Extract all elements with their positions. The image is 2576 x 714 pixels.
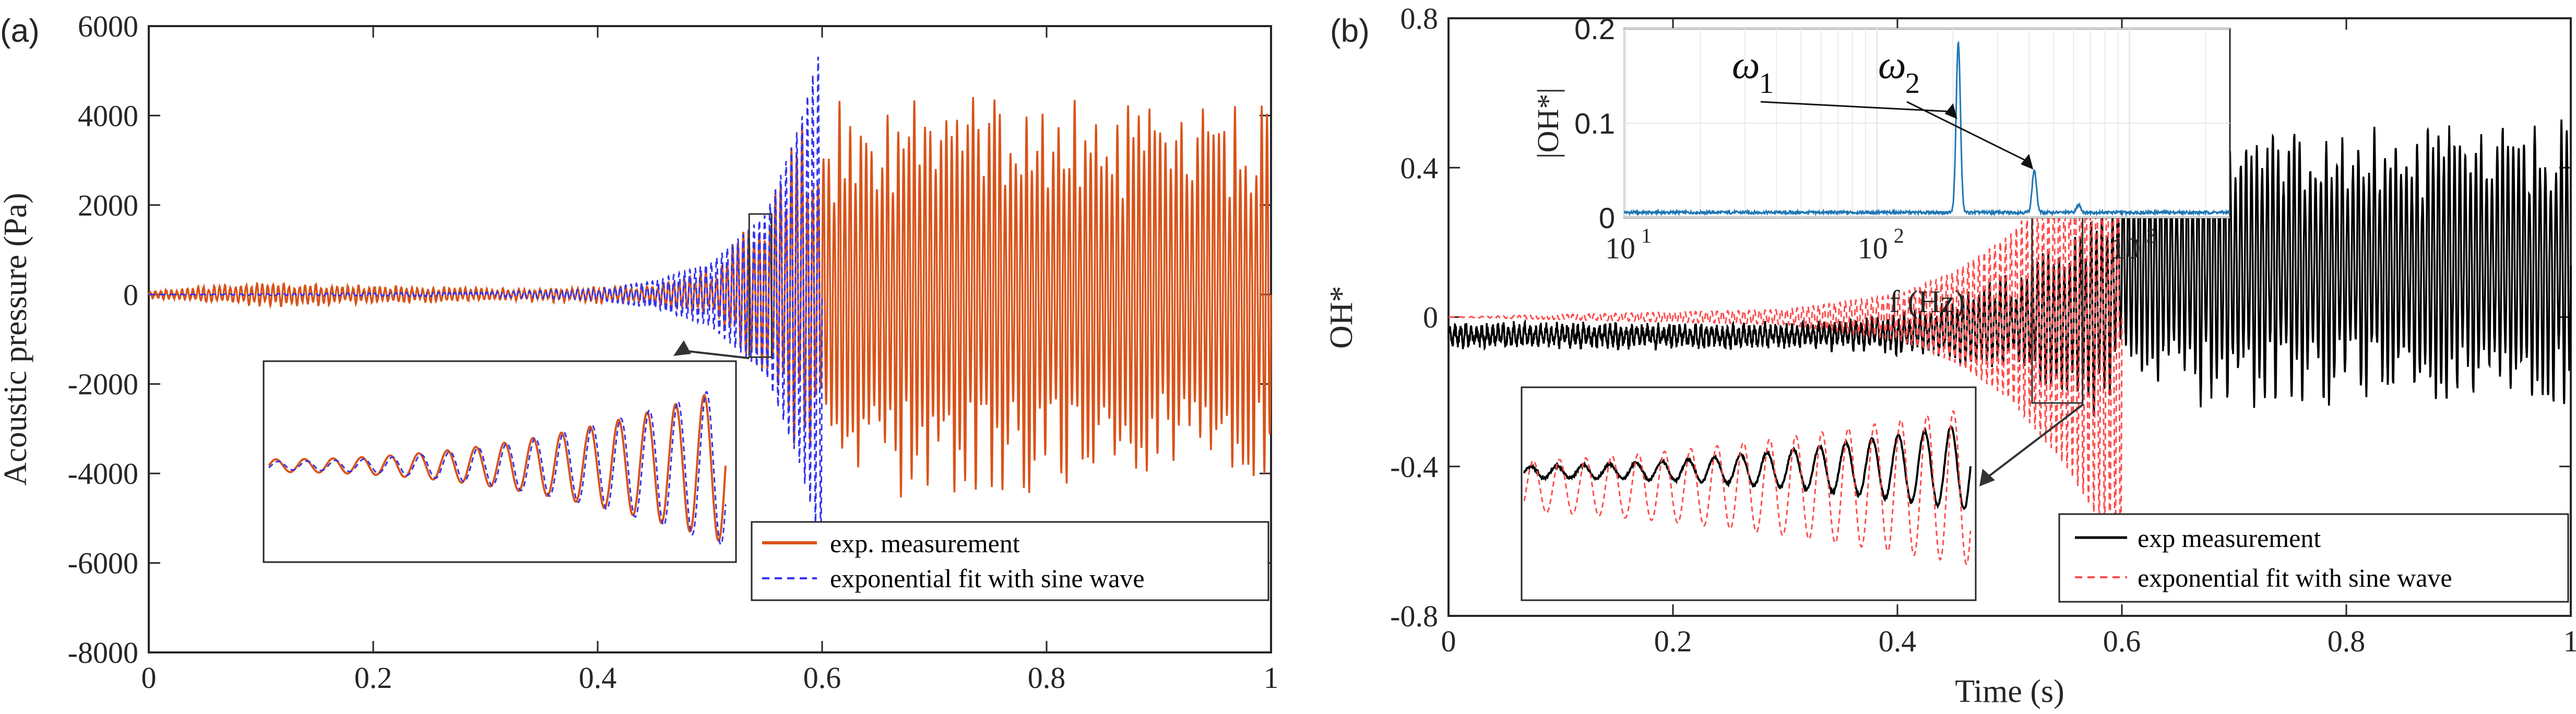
spectrum-x-tick-exponent: 2 xyxy=(1894,224,1904,247)
panel-a-x-tick-label: 0 xyxy=(141,661,157,695)
panel-b-zoom-inset-series xyxy=(1523,410,1972,566)
spectrum-annotation-arrow xyxy=(1760,101,1953,113)
spectrum-y-tick-label: 0.2 xyxy=(1574,13,1615,45)
spectrum-x-tick-label: 10 xyxy=(1858,231,1888,265)
panel-b-x-tick-label: 0.2 xyxy=(1654,624,1692,658)
panel-a-zoom-arrow xyxy=(683,350,750,360)
panel-b-series-measurement xyxy=(1447,120,2572,416)
panel-b-inset-series-fit xyxy=(1523,410,1972,566)
spectrum-annotation-omega: ω xyxy=(1878,43,1906,87)
spectrum-annotation-arrowhead xyxy=(1944,103,1957,120)
panel-b-zoom-arrowhead xyxy=(1979,469,1995,486)
panel-a-zoom-inset xyxy=(263,360,737,563)
panel-b-y-tick-label: 0 xyxy=(1423,301,1438,335)
panel-b-series-fit xyxy=(1449,74,2123,568)
panel-b-legend-box xyxy=(2058,513,2569,603)
spectrum-x-tick-label: 10 xyxy=(2110,231,2140,265)
spectrum-x-tick-exponent: 1 xyxy=(1641,224,1652,247)
panel-a-y-tick-label: -6000 xyxy=(68,546,138,580)
spectrum-inset-grid xyxy=(1623,28,2230,218)
panel-a-y-tick-label: 4000 xyxy=(78,99,138,133)
panel-a-zoom-arrowhead xyxy=(673,340,691,356)
spectrum-inset-annotations: ω1 ω2 xyxy=(1732,43,2034,170)
panel-b-x-tick-label: 0.4 xyxy=(1879,624,1917,658)
panel-b-zoom-arrow xyxy=(1987,403,2084,478)
panel-a: (a) 0 0.2 0.4 0.6 0.8 1 -8000 -6000 -4000 -2000 0 2… xyxy=(0,9,1279,695)
panel-b-tick-labels: 0 0.2 0.4 0.6 0.8 1 -0.8 -0.4 0 0.4 0.8 xyxy=(1390,2,2576,658)
spectrum-y-tick-label: 0.1 xyxy=(1574,107,1615,140)
spectrum-annotation-subscript: 2 xyxy=(1905,67,1920,100)
panel-b-inset-series-measurement xyxy=(1523,424,1972,510)
spectrum-annotation-omega: ω xyxy=(1732,43,1760,87)
panel-a-y-tick-label: -8000 xyxy=(68,636,138,670)
spectrum-inset-line xyxy=(1623,40,2230,217)
panel-a-y-tick-label: 2000 xyxy=(78,188,138,222)
panel-b-x-tick-label: 0.8 xyxy=(2328,624,2366,658)
panel-b-y-tick-label: -0.8 xyxy=(1390,599,1438,633)
spectrum-y-tick-label: 0 xyxy=(1599,201,1615,234)
panel-b-series xyxy=(1447,74,2572,568)
panel-a-series-fit xyxy=(149,56,823,544)
panel-b-legend: exp measurement exponential fit with sin… xyxy=(2058,513,2569,603)
panel-b-y-tick-label: 0.8 xyxy=(1400,2,1439,35)
panel-a-x-tick-label: 1 xyxy=(1264,661,1279,695)
panel-a-y-axis-label: Acoustic pressure (Pa) xyxy=(0,193,33,485)
panel-b-x-tick-label: 0 xyxy=(1441,624,1456,658)
panel-b-x-tick-label: 0.6 xyxy=(2103,624,2141,658)
panel-a-tick-labels: 0 0.2 0.4 0.6 0.8 1 -8000 -6000 -4000 -2000 0 2000 4… xyxy=(68,9,1279,695)
panel-a-label: (a) xyxy=(0,13,40,49)
spectrum-annotation-arrowhead xyxy=(2021,153,2034,170)
panel-a-y-tick-label: 6000 xyxy=(78,9,138,43)
spectrum-annotation-arrow xyxy=(1906,101,2029,163)
panel-a-y-tick-label: -2000 xyxy=(68,367,138,401)
panel-a-legend-box xyxy=(751,521,1269,601)
spectrum-inset-tick-labels: 0 0.1 0.2 10 1 10 2 10 3 xyxy=(1574,13,2156,265)
spectrum-x-tick-exponent: 3 xyxy=(2146,224,2156,247)
panel-a-x-tick-label: 0.2 xyxy=(354,661,393,695)
panel-b: (b) 0 0.2 0.4 0.6 0.8 1 -0.8 -0.4 0 0.4 0.8 OH* Ti… xyxy=(1324,2,2576,709)
panel-b-ticks xyxy=(1447,17,2572,617)
spectrum-inset-y-axis-label: |OH*| xyxy=(1531,88,1565,159)
panel-a-legend-label-fit: exponential fit with sine wave xyxy=(830,564,1145,593)
panel-b-x-tick-label: 1 xyxy=(2563,624,2576,658)
spectrum-inset: 00.10.210 1 10 2 10 3 |OH*| f (Hz) ω1 ω2 xyxy=(1531,13,2231,319)
spectrum-x-tick-label: 10 xyxy=(1605,231,1635,265)
panel-a-inset-series-measurement xyxy=(268,394,727,542)
panel-a-x-tick-label: 0.8 xyxy=(1028,661,1066,695)
panel-a-zoom-window xyxy=(748,213,773,358)
panel-a-legend: exp. measurement exponential fit with si… xyxy=(751,521,1269,601)
panel-a-zoom-inset-series xyxy=(268,390,727,546)
panel-b-x-axis-label: Time (s) xyxy=(1955,674,2064,709)
panel-a-x-tick-label: 0.4 xyxy=(579,661,617,695)
panel-a-x-tick-label: 0.6 xyxy=(803,661,841,695)
spectrum-inset-x-axis-label: f (Hz) xyxy=(1890,284,1965,319)
panel-a-series xyxy=(148,56,1272,544)
panel-a-y-tick-label: -4000 xyxy=(68,457,138,491)
panel-a-legend-label-measurement: exp. measurement xyxy=(830,529,1020,558)
panel-b-label: (b) xyxy=(1330,13,1370,49)
spectrum-annotation-subscript: 1 xyxy=(1759,67,1774,100)
panel-a-y-tick-label: 0 xyxy=(123,278,138,312)
panel-b-zoom-inset xyxy=(1521,386,1977,601)
panel-b-y-axis-label: OH* xyxy=(1324,286,1359,349)
panel-b-legend-label-measurement: exp measurement xyxy=(2138,523,2321,553)
panel-b-y-tick-label: 0.4 xyxy=(1400,151,1439,185)
panel-b-legend-label-fit: exponential fit with sine wave xyxy=(2138,563,2452,592)
panel-b-y-tick-label: -0.4 xyxy=(1390,450,1438,484)
